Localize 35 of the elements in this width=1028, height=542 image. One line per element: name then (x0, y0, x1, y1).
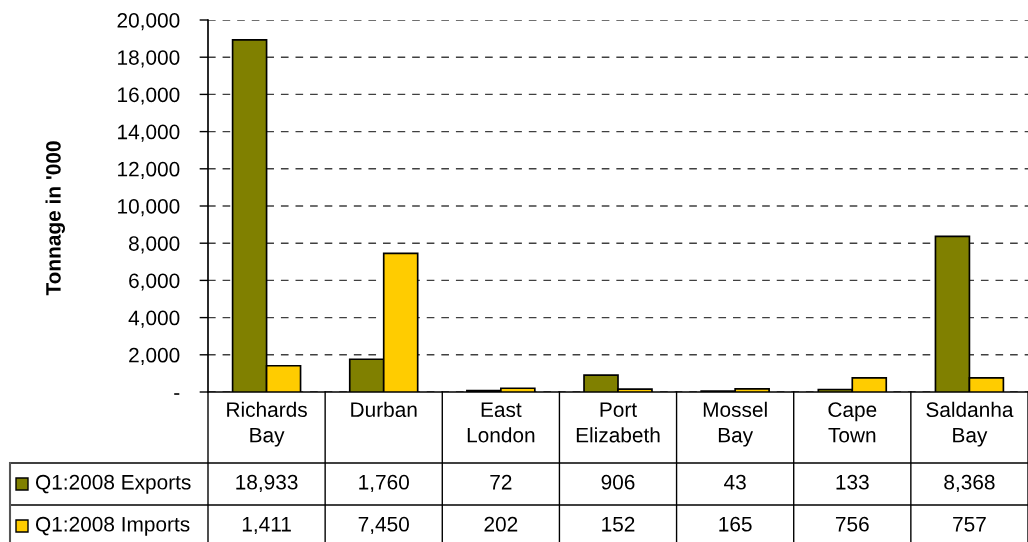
y-tick-label: 10,000 (118, 199, 180, 217)
y-tick-label: 18,000 (118, 50, 180, 68)
y-tick-label: 20,000 (117, 13, 180, 31)
x-tick-label: Mossel Bay (703, 401, 767, 447)
y-tick-label: 6,000 (129, 273, 180, 291)
x-tick-label: Richards Bay (227, 401, 307, 447)
data-label: 7,450 (358, 516, 409, 535)
x-tick-label: Saldanha Bay (926, 401, 1014, 447)
data-label: 152 (602, 516, 635, 532)
legend-label: Q1:2008 Exports (35, 474, 191, 494)
x-tick-label: Cape Town (828, 402, 877, 443)
y-tick-label: 14,000 (118, 124, 180, 142)
data-label: 1,411 (242, 517, 291, 535)
data-label: 1,760 (359, 474, 409, 493)
data-label: 756 (835, 516, 869, 532)
y-tick-label: 8,000 (129, 236, 180, 254)
y-axis-title: Tonnage in '000 (45, 141, 65, 296)
data-label: 133 (836, 474, 869, 490)
data-label: 906 (601, 474, 635, 490)
data-label: 72 (490, 474, 512, 490)
data-label: 165 (719, 516, 752, 532)
data-label: 202 (484, 516, 518, 532)
data-label: 18,933 (236, 474, 298, 493)
x-tick-label: Durban (351, 401, 417, 418)
x-tick-label: East London (467, 402, 535, 443)
y-tick-label: 4,000 (128, 310, 180, 328)
x-tick-label: Port Elizabeth (576, 402, 660, 443)
data-label: 757 (953, 517, 986, 532)
y-tick-label: - (174, 393, 180, 395)
legend-label: Q1:2008 Imports (35, 516, 190, 536)
y-tick-label: 2,000 (129, 347, 180, 366)
data-label: 43 (724, 474, 746, 490)
y-tick-label: 16,000 (118, 87, 180, 105)
y-tick-label: 12,000 (118, 161, 180, 180)
data-label: 8,368 (944, 474, 995, 493)
